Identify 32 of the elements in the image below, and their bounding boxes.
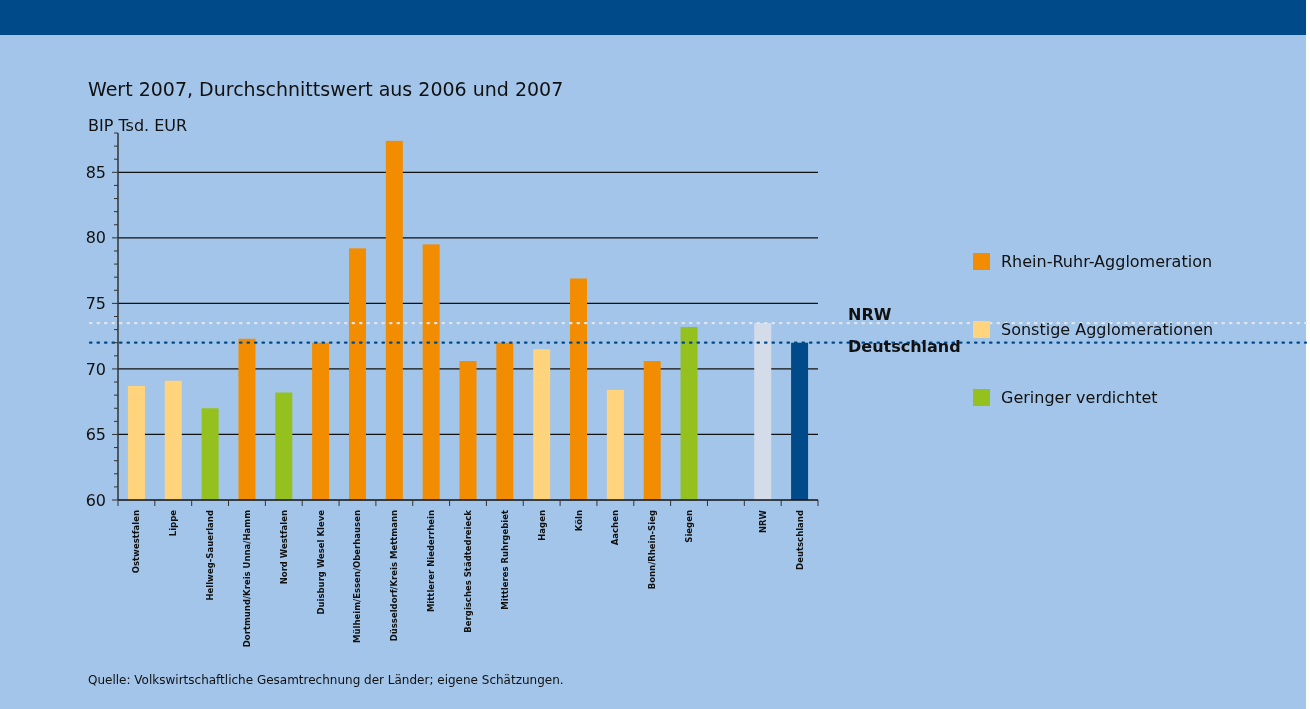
x-tick-label: Köln <box>573 510 584 532</box>
x-tick-label: Deutschland <box>794 510 805 570</box>
x-tick-label: Nord Westfalen <box>278 510 289 585</box>
ref-line-label: Deutschland <box>848 336 961 356</box>
y-tick-label: 65 <box>85 425 106 445</box>
x-tick-label: Bergisches Städtedreieck <box>463 509 473 633</box>
ref-line-label: NRW <box>848 305 892 325</box>
y-tick-label: 85 <box>85 162 106 182</box>
x-tick-label: NRW <box>757 509 768 534</box>
x-tick-label: Ostwestfalen <box>131 510 142 574</box>
legend-label: Sonstige Agglomerationen <box>1001 319 1214 339</box>
x-tick-label: Lippe <box>168 509 179 537</box>
x-tick-label: Bonn/Rhein-Sieg <box>647 510 658 590</box>
x-tick-label: Duisburg Wesel Kleve <box>315 509 326 615</box>
y-tick-label: 70 <box>85 359 106 379</box>
x-tick-label: Mülheim/Essen/Oberhausen <box>352 510 363 643</box>
legend-label: Geringer verdichtet <box>1001 387 1158 407</box>
legend-label: Rhein-Ruhr-Agglomeration <box>1001 251 1213 271</box>
source-note: Quelle: Volkswirtschaftliche Gesamtrechnung der Länder; eigene Schätzungen. <box>88 673 564 687</box>
y-axis-title: BIP Tsd. EUR <box>88 116 188 135</box>
chart-subtitle: Wert 2007, Durchschnittswert aus 2006 und 2007 <box>88 78 564 100</box>
x-tick-label: Siegen <box>684 510 695 543</box>
x-tick-label: Aachen <box>610 510 621 546</box>
y-tick-label: 60 <box>85 490 106 510</box>
x-tick-label: Hellweg-Sauerland <box>205 510 216 601</box>
x-tick-label: Mittleres Ruhrgebiet <box>499 510 510 610</box>
y-tick-label: 80 <box>85 228 106 248</box>
y-tick-label: 75 <box>85 293 106 313</box>
x-tick-label: Hagen <box>536 510 547 541</box>
x-tick-label: Düsseldorf/Kreis Mettmann <box>389 510 400 642</box>
x-tick-label: Mittlerer Niederrhein <box>426 510 437 613</box>
x-tick-label: Dortmund/Kreis Unna/Hamm <box>241 509 252 648</box>
